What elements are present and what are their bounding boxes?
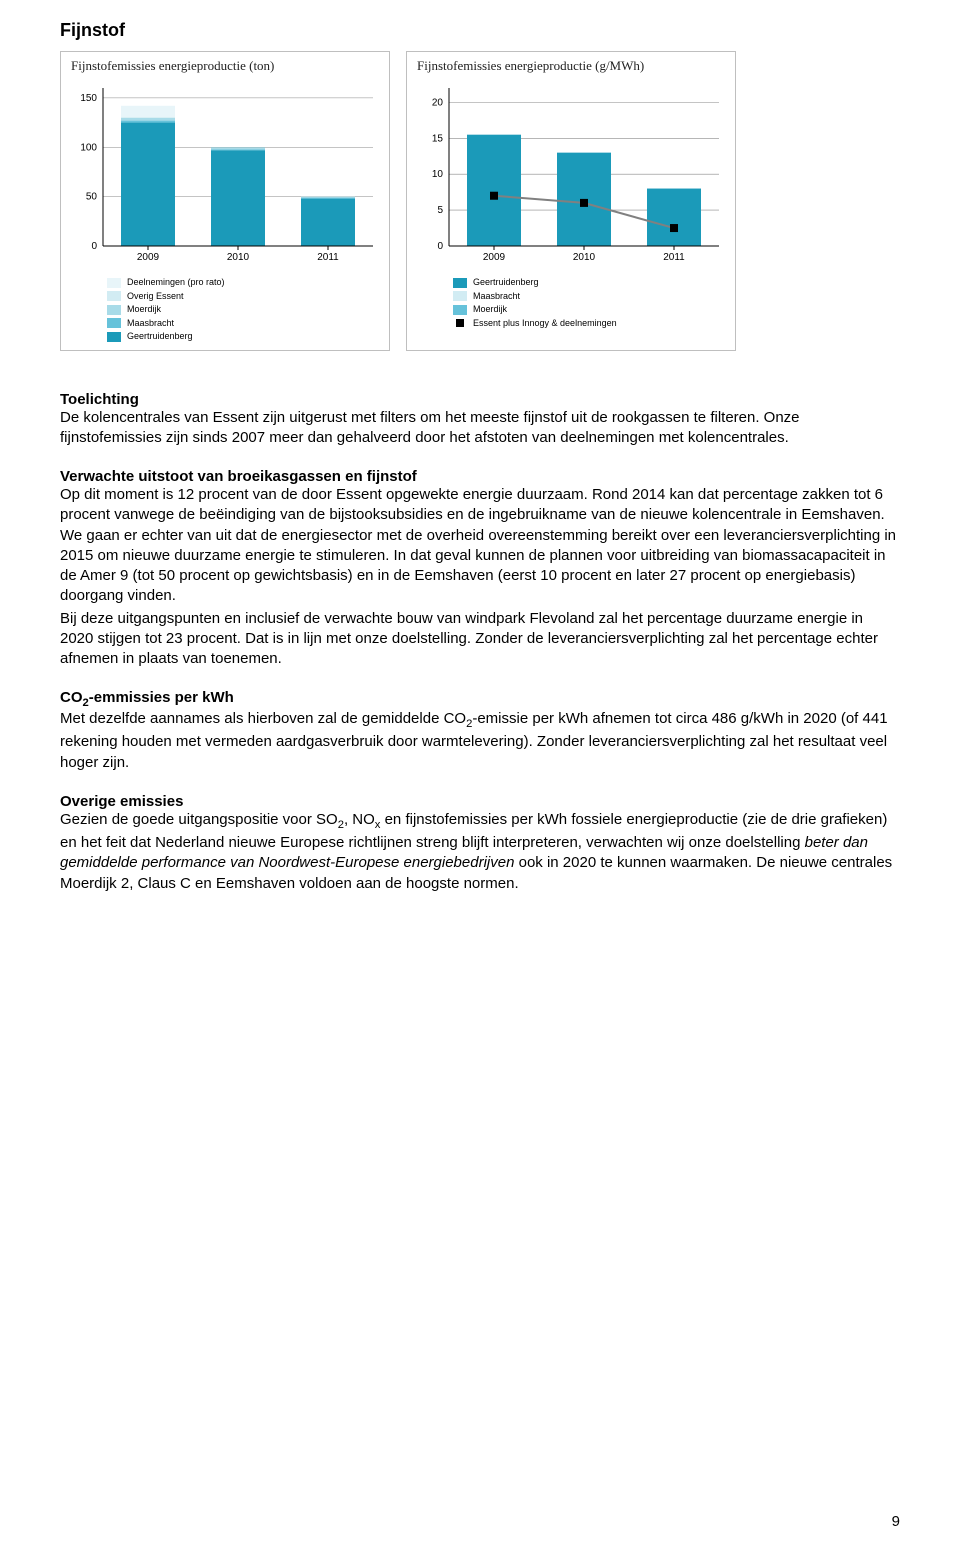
charts-row: Fijnstofemissies energieproductie (ton) … [60, 51, 900, 351]
co2-heading-text2: -emmissies per kWh [89, 689, 234, 706]
legend-swatch [453, 305, 467, 315]
svg-text:0: 0 [91, 241, 97, 252]
chart-1-plot: 0 50 100 150 2009 2010 2011 [67, 80, 383, 270]
co2-heading-text: CO [60, 689, 83, 706]
legend-label: Deelnemingen (pro rato) [127, 276, 225, 290]
legend-swatch [107, 291, 121, 301]
toelichting-heading: Toelichting [60, 391, 900, 408]
svg-text:20: 20 [432, 97, 444, 108]
svg-text:150: 150 [80, 93, 97, 104]
co2-paragraph: Met dezelfde aannames als hierboven zal … [60, 709, 900, 773]
svg-text:10: 10 [432, 169, 444, 180]
legend-item: Maasbracht [453, 290, 729, 304]
chart-2-legend: GeertruidenbergMaasbrachtMoerdijkEssent … [453, 276, 729, 330]
legend-swatch [107, 318, 121, 328]
overige-heading: Overige emissies [60, 793, 900, 810]
co2-text-a: Met dezelfde aannames als hierboven zal … [60, 710, 466, 727]
svg-text:2011: 2011 [317, 252, 339, 263]
page-number: 9 [892, 1513, 900, 1530]
chart-1-title: Fijnstofemissies energieproductie (ton) [71, 58, 383, 74]
section-title: Fijnstof [60, 20, 900, 41]
overige-paragraph: Gezien de goede uitgangspositie voor SO2… [60, 810, 900, 894]
svg-text:5: 5 [437, 205, 443, 216]
svg-text:15: 15 [432, 133, 444, 144]
legend-swatch [107, 305, 121, 315]
verwachte-paragraph-1: Op dit moment is 12 procent van de door … [60, 485, 900, 607]
verwachte-paragraph-2: Bij deze uitgangspunten en inclusief de … [60, 609, 900, 670]
svg-text:2009: 2009 [483, 252, 506, 263]
legend-item: Overig Essent [107, 290, 383, 304]
svg-text:2010: 2010 [573, 252, 596, 263]
chart-1-legend: Deelnemingen (pro rato)Overig EssentMoer… [107, 276, 383, 344]
legend-swatch [453, 278, 467, 288]
legend-label: Moerdijk [127, 303, 161, 317]
legend-item: Geertruidenberg [453, 276, 729, 290]
co2-heading: CO2-emmissies per kWh [60, 689, 900, 709]
chart-1: Fijnstofemissies energieproductie (ton) … [60, 51, 390, 351]
body-text: Toelichting De kolencentrales van Essent… [60, 391, 900, 894]
legend-label: Geertruidenberg [127, 330, 193, 344]
legend-label: Maasbracht [127, 317, 174, 331]
legend-swatch [453, 291, 467, 301]
verwachte-heading: Verwachte uitstoot van broeikasgassen en… [60, 468, 900, 485]
svg-text:100: 100 [80, 142, 97, 153]
overige-text-a: Gezien de goede uitgangspositie voor SO [60, 811, 338, 828]
legend-item: Geertruidenberg [107, 330, 383, 344]
chart-2: Fijnstofemissies energieproductie (g/MWh… [406, 51, 736, 351]
svg-text:0: 0 [437, 241, 443, 252]
svg-text:2011: 2011 [663, 252, 685, 263]
legend-label: Essent plus Innogy & deelnemingen [473, 317, 617, 331]
legend-item: Deelnemingen (pro rato) [107, 276, 383, 290]
svg-text:2010: 2010 [227, 252, 250, 263]
legend-swatch-line [453, 318, 467, 328]
legend-label: Geertruidenberg [473, 276, 539, 290]
legend-label: Maasbracht [473, 290, 520, 304]
chart-2-title: Fijnstofemissies energieproductie (g/MWh… [417, 58, 729, 74]
legend-swatch [107, 332, 121, 342]
chart-2-plot: 0 5 10 15 20 2009 2010 2011 [413, 80, 729, 270]
legend-label: Overig Essent [127, 290, 184, 304]
legend-item: Moerdijk [453, 303, 729, 317]
legend-label: Moerdijk [473, 303, 507, 317]
svg-text:2009: 2009 [137, 252, 160, 263]
page: Fijnstof Fijnstofemissies energieproduct… [0, 0, 960, 1546]
legend-item: Maasbracht [107, 317, 383, 331]
toelichting-paragraph: De kolencentrales van Essent zijn uitger… [60, 408, 900, 449]
legend-item: Moerdijk [107, 303, 383, 317]
legend-swatch [107, 278, 121, 288]
svg-text:50: 50 [86, 192, 98, 203]
overige-text-b: , NO [344, 811, 375, 828]
legend-item: Essent plus Innogy & deelnemingen [453, 317, 729, 331]
